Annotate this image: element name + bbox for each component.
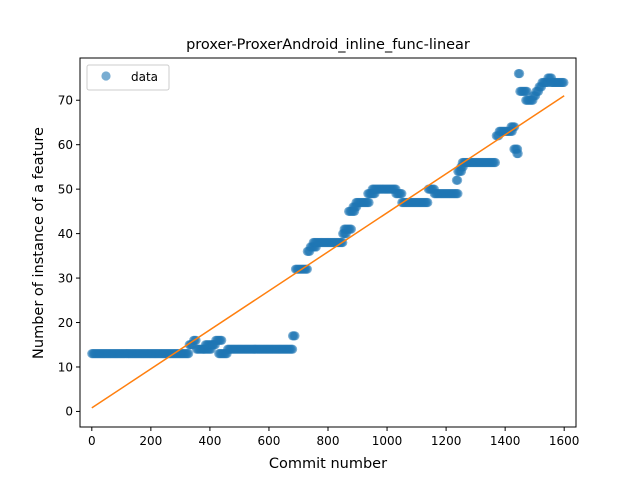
- data-point: [397, 189, 407, 199]
- legend-box: [86, 64, 170, 91]
- x-tick-label: 1200: [431, 434, 462, 448]
- data-point: [346, 224, 356, 234]
- data-point: [364, 197, 374, 208]
- fit-line: [91, 95, 565, 409]
- data-point: [515, 68, 525, 79]
- x-tick-label: 800: [317, 434, 340, 448]
- data-point: [513, 148, 523, 159]
- y-tick-label: 0: [65, 405, 73, 419]
- data-point: [453, 189, 463, 199]
- data-point: [559, 77, 569, 88]
- x-tick-label: 1600: [549, 434, 580, 448]
- y-tick-label: 30: [58, 271, 73, 285]
- x-tick-label: 1400: [490, 434, 521, 448]
- chart-title: proxer-ProxerAndroid_inline_func-linear: [186, 37, 470, 53]
- y-tick-label: 10: [58, 360, 73, 374]
- y-axis-label: Number of instance of a feature: [31, 127, 47, 359]
- y-tick-label: 40: [58, 227, 73, 241]
- data-point: [290, 331, 300, 341]
- x-tick-label: 1000: [372, 434, 403, 448]
- data-point: [217, 335, 227, 345]
- y-tick-label: 20: [58, 316, 73, 330]
- data-point: [287, 344, 298, 354]
- x-tick-label: 400: [198, 434, 221, 448]
- fit-line-layer: [91, 95, 565, 409]
- y-tick-label: 70: [58, 94, 73, 108]
- data-point: [184, 349, 194, 359]
- data-point: [423, 197, 433, 208]
- x-tick-label: 600: [257, 434, 280, 448]
- data-point: [453, 175, 463, 185]
- y-tick-label: 60: [58, 138, 73, 152]
- points-layer: [87, 68, 569, 359]
- legend-label: data: [131, 70, 158, 84]
- y-axis-ticks: 0 10 20 30 40 50 60 70: [58, 94, 80, 419]
- data-point: [490, 157, 500, 168]
- legend-marker: [101, 71, 111, 81]
- x-tick-label: 200: [139, 434, 162, 448]
- x-axis-ticks: 0 200 400 600 800 1000 1200 1400 1600: [88, 427, 579, 448]
- x-axis-label: Commit number: [269, 456, 387, 472]
- y-tick-label: 50: [58, 182, 73, 196]
- x-tick-label: 0: [88, 434, 96, 448]
- legend: data: [86, 64, 170, 91]
